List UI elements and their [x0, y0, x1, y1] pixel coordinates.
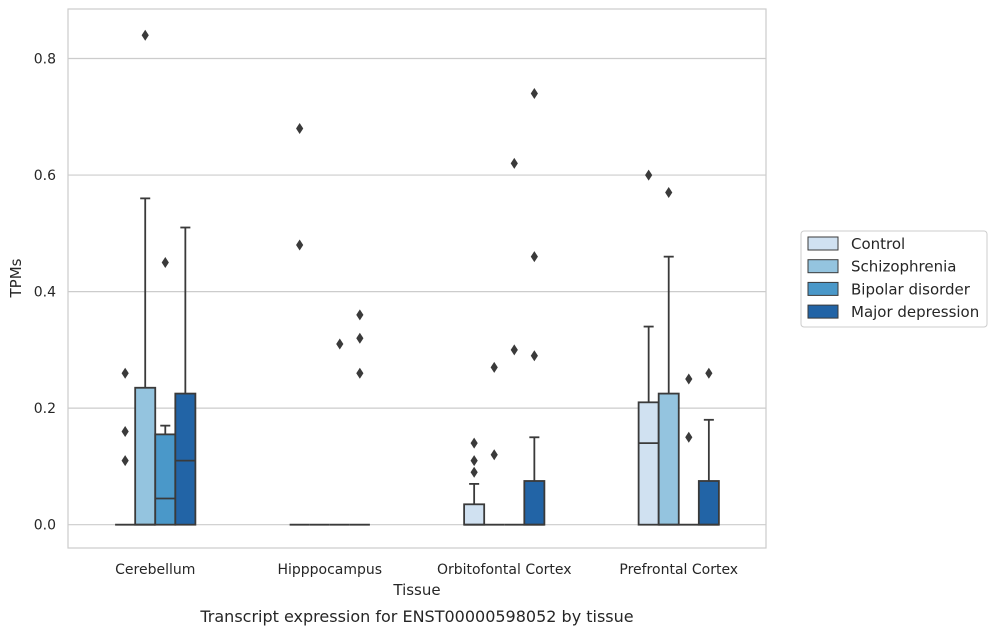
box — [289, 122, 310, 526]
box-body — [134, 386, 157, 526]
outlier-point — [296, 239, 304, 251]
x-axis-ticks: Cerebellum Hipppocampus Orbitofontal Corte… — [115, 562, 738, 578]
x-tick-label: Prefrontal Cortex — [619, 562, 738, 578]
outlier-point — [510, 344, 518, 356]
box — [504, 157, 525, 526]
box — [154, 256, 177, 526]
box — [115, 367, 136, 526]
legend-label: Control — [851, 235, 905, 253]
outlier-point — [705, 367, 713, 379]
y-tick-label: 0.6 — [34, 168, 56, 184]
box-body — [523, 480, 546, 526]
box — [349, 309, 370, 526]
box — [174, 226, 197, 526]
legend-swatch — [807, 281, 839, 296]
outlier-point — [530, 350, 538, 362]
x-tick-label: Cerebellum — [115, 562, 195, 578]
y-tick-label: 0.8 — [34, 52, 56, 68]
legend-swatch — [807, 259, 839, 274]
box-body — [697, 480, 720, 526]
x-axis-label: Tissue — [392, 581, 440, 599]
box-body — [154, 433, 177, 526]
legend-label: Bipolar disorder — [851, 280, 971, 298]
x-tick-label: Orbitofontal Cortex — [437, 562, 572, 578]
legend-label: Schizophrenia — [851, 258, 956, 276]
outlier-point — [665, 187, 673, 199]
outlier-point — [530, 87, 538, 99]
outlier-point — [121, 367, 129, 379]
legend-label: Major depression — [851, 303, 979, 321]
y-tick-label: 0.0 — [34, 518, 56, 534]
legend-swatch — [807, 304, 839, 319]
outlier-point — [470, 437, 478, 449]
outlier-point — [356, 367, 364, 379]
box — [463, 437, 486, 526]
outlier-point — [296, 122, 304, 134]
y-tick-label: 0.2 — [34, 401, 56, 417]
outlier-point — [161, 256, 169, 268]
box — [329, 338, 350, 526]
chart-caption: Transcript expression for ENST0000059805… — [199, 607, 633, 626]
box — [523, 87, 546, 526]
y-axis-label: TPMs — [7, 258, 25, 298]
outlier-point — [470, 455, 478, 467]
outlier-point — [490, 449, 498, 461]
box — [484, 361, 505, 526]
outlier-point — [510, 157, 518, 169]
legend-swatch — [807, 236, 839, 251]
box-body — [657, 392, 680, 526]
outlier-point — [356, 309, 364, 321]
legend-frame — [800, 230, 988, 328]
outlier-point — [470, 466, 478, 478]
legend: Control Schizophrenia Bipolar disorder Majo… — [800, 230, 988, 328]
outlier-point — [645, 169, 653, 181]
box — [678, 373, 699, 526]
box — [697, 367, 720, 526]
outlier-point — [685, 373, 693, 385]
box — [637, 169, 660, 526]
outlier-point — [490, 361, 498, 373]
outlier-point — [121, 425, 129, 437]
outlier-point — [685, 431, 693, 443]
y-tick-label: 0.4 — [34, 285, 56, 301]
plot-frame — [67, 8, 767, 549]
box-body — [637, 401, 660, 526]
outlier-point — [336, 338, 344, 350]
y-axis-ticks: 0.0 0.2 0.4 0.6 0.8 — [34, 52, 56, 534]
outlier-point — [141, 29, 149, 41]
box-series — [115, 29, 720, 526]
outlier-point — [356, 332, 364, 344]
box — [657, 187, 680, 526]
x-tick-label: Hipppocampus — [277, 562, 382, 578]
box-body — [174, 392, 197, 526]
outlier-point — [121, 455, 129, 467]
outlier-point — [530, 251, 538, 263]
box-body — [463, 503, 486, 526]
box — [134, 29, 157, 526]
